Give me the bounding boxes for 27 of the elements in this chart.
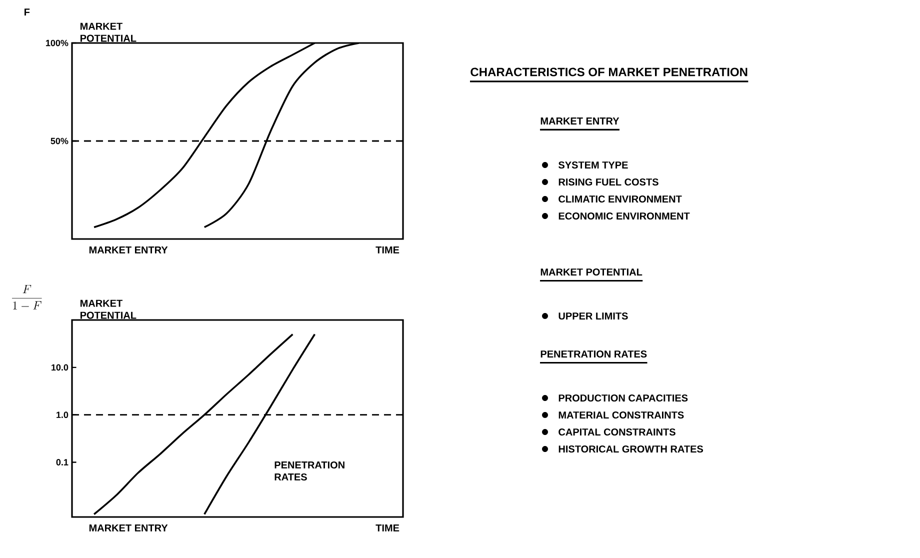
y-tick-label: 1.0 <box>56 412 68 418</box>
x-axis-title: TIME <box>376 524 400 532</box>
y-tick-label: 10.0 <box>52 364 68 371</box>
text: CHARACTERISTICS OF MARKET PENETRATION <box>470 68 748 76</box>
y-tick-label: 50% <box>50 138 68 144</box>
text: CLIMATIC ENVIRONMENT <box>558 195 682 203</box>
text: MARKET POTENTIAL <box>80 300 136 319</box>
annotation: PENETRATION RATES <box>274 461 344 481</box>
text: MARKET POTENTIAL <box>540 268 642 276</box>
text: PENETRATION RATES <box>540 350 647 358</box>
text: MATERIAL CONSTRAINTS <box>558 411 684 419</box>
text: UPPER LIMITS <box>558 312 628 320</box>
y-tick-label: 100% <box>46 40 68 46</box>
y-axis-title: $\frac{F}{1-F}$ <box>12 284 42 310</box>
y-axis-title: F <box>24 8 30 16</box>
text: MARKET ENTRY <box>89 524 168 532</box>
text: HISTORICAL GROWTH RATES <box>558 445 704 453</box>
x-axis-title: TIME <box>376 246 400 254</box>
text: ECONOMIC ENVIRONMENT <box>558 212 690 220</box>
text: PRODUCTION CAPACITIES <box>558 394 688 402</box>
text: MARKET POTENTIAL <box>80 22 136 42</box>
text: SYSTEM TYPE <box>558 161 628 169</box>
text: RISING FUEL COSTS <box>558 178 658 186</box>
text: CAPITAL CONSTRAINTS <box>558 428 676 436</box>
y-tick-label: 0.1 <box>56 459 68 466</box>
text: MARKET ENTRY <box>540 118 620 124</box>
text: MARKET ENTRY <box>89 246 168 254</box>
